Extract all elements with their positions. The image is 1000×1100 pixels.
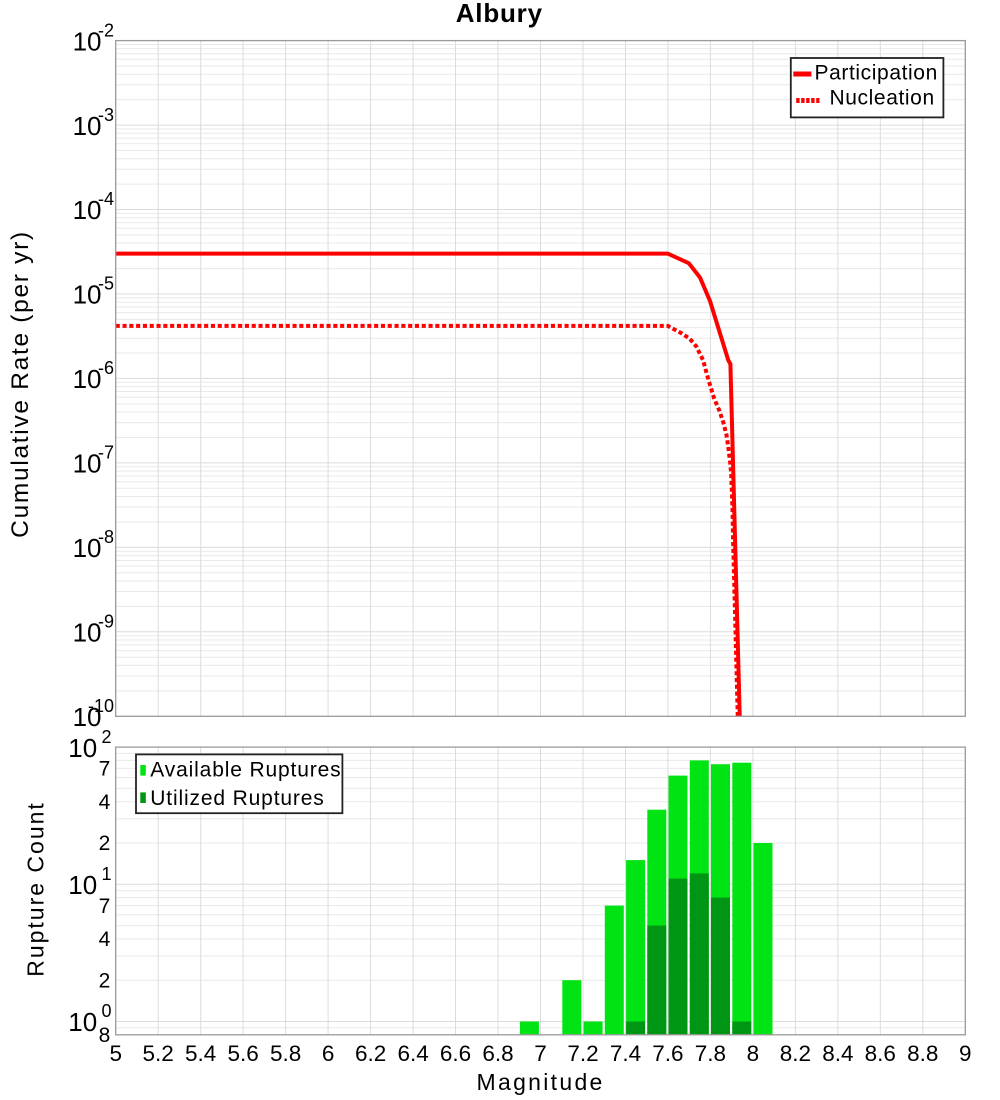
svg-text:6.6: 6.6 — [440, 1041, 471, 1066]
svg-text:Cumulative Rate (per yr): Cumulative Rate (per yr) — [7, 230, 34, 538]
svg-text:8.8: 8.8 — [907, 1041, 938, 1066]
svg-text:Rupture Count: Rupture Count — [23, 801, 49, 977]
svg-text:5.2: 5.2 — [143, 1041, 174, 1066]
svg-text:-3: -3 — [98, 105, 114, 125]
svg-text:5: 5 — [109, 1041, 122, 1066]
svg-text:8.2: 8.2 — [780, 1041, 811, 1066]
svg-text:-8: -8 — [98, 527, 114, 547]
svg-text:10: 10 — [73, 111, 102, 141]
svg-text:1: 1 — [101, 864, 111, 884]
svg-text:5.4: 5.4 — [185, 1041, 216, 1066]
svg-text:2: 2 — [99, 969, 111, 992]
svg-text:7: 7 — [99, 895, 111, 918]
svg-text:-6: -6 — [98, 358, 114, 378]
svg-text:Available Ruptures: Available Ruptures — [150, 759, 341, 782]
svg-text:7.4: 7.4 — [610, 1041, 641, 1066]
svg-text:9: 9 — [959, 1041, 972, 1066]
svg-text:7.8: 7.8 — [695, 1041, 726, 1066]
svg-text:-10: -10 — [88, 696, 114, 716]
svg-text:4: 4 — [99, 928, 111, 951]
svg-text:0: 0 — [101, 1001, 111, 1021]
svg-text:10: 10 — [68, 870, 97, 900]
svg-text:-9: -9 — [98, 612, 114, 632]
svg-text:7: 7 — [99, 758, 111, 781]
svg-text:10: 10 — [73, 449, 102, 479]
svg-text:2: 2 — [99, 832, 111, 855]
svg-text:10: 10 — [73, 364, 102, 394]
svg-text:4: 4 — [99, 791, 111, 814]
svg-text:7: 7 — [534, 1041, 547, 1066]
svg-text:6.8: 6.8 — [482, 1041, 513, 1066]
svg-text:-7: -7 — [98, 443, 114, 463]
svg-text:-4: -4 — [98, 189, 114, 209]
svg-text:10: 10 — [73, 280, 102, 310]
svg-text:10: 10 — [73, 195, 102, 225]
svg-text:10: 10 — [73, 702, 102, 732]
svg-text:Participation: Participation — [815, 62, 938, 85]
svg-text:7.6: 7.6 — [652, 1041, 683, 1066]
svg-text:6: 6 — [322, 1041, 335, 1066]
svg-text:6.2: 6.2 — [355, 1041, 386, 1066]
svg-text:Magnitude: Magnitude — [477, 1069, 605, 1095]
svg-text:2: 2 — [101, 727, 111, 747]
svg-text:7.2: 7.2 — [567, 1041, 598, 1066]
svg-text:-5: -5 — [98, 274, 114, 294]
svg-text:5.8: 5.8 — [270, 1041, 301, 1066]
svg-text:8: 8 — [99, 1024, 111, 1047]
svg-text:10: 10 — [73, 533, 102, 563]
svg-text:10: 10 — [68, 733, 97, 763]
svg-text:Nucleation: Nucleation — [830, 87, 935, 110]
svg-text:10: 10 — [73, 618, 102, 648]
svg-text:10: 10 — [73, 26, 102, 56]
svg-text:Albury: Albury — [456, 0, 543, 28]
svg-text:8.4: 8.4 — [822, 1041, 853, 1066]
svg-text:6.4: 6.4 — [397, 1041, 428, 1066]
svg-text:Utilized Ruptures: Utilized Ruptures — [150, 787, 324, 810]
svg-text:5.6: 5.6 — [227, 1041, 258, 1066]
svg-text:-2: -2 — [98, 20, 114, 40]
svg-text:8: 8 — [747, 1041, 760, 1066]
svg-text:10: 10 — [68, 1007, 97, 1037]
svg-text:8.6: 8.6 — [865, 1041, 896, 1066]
